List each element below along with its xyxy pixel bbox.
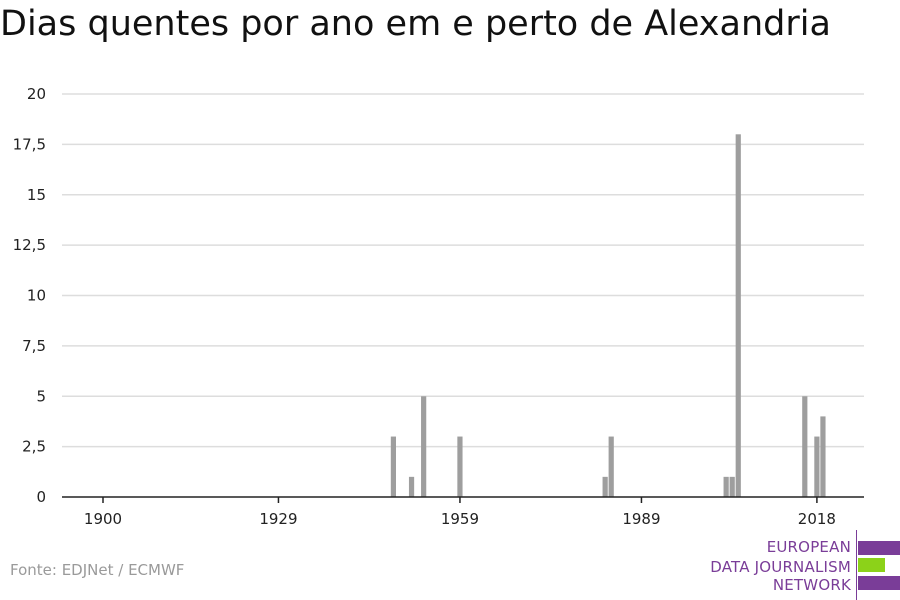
logo-line-1: EUROPEAN (766, 538, 851, 556)
chart-title: Dias quentes por ano em e perto de Alexa… (0, 4, 831, 44)
gridlines (62, 93, 864, 448)
logo-bar-middle (858, 558, 885, 572)
logo-divider (856, 530, 857, 600)
bar (457, 436, 463, 497)
y-axis-labels: 0 2,5 5 7,5 10 12,5 15 17,5 20 (13, 85, 46, 506)
x-axis-ticks: 1900 1929 1959 1989 2018 (84, 497, 836, 528)
source-note: Fonte: EDJNet / ECMWF (10, 561, 185, 579)
y-tick-label: 0 (36, 488, 46, 506)
x-tick-label: 1900 (84, 510, 122, 528)
edjnet-logo[interactable]: EUROPEAN DATA JOURNALISM NETWORK (700, 530, 900, 600)
bar (802, 396, 808, 497)
y-tick-label: 17,5 (13, 135, 46, 153)
bar (820, 416, 826, 497)
bar (735, 134, 741, 498)
bar (390, 436, 396, 497)
y-tick-label: 7,5 (22, 337, 46, 355)
bars (390, 134, 826, 498)
bar (814, 436, 820, 497)
y-tick-label: 15 (27, 186, 46, 204)
y-tick-label: 5 (36, 387, 46, 405)
logo-bar-top (858, 541, 900, 555)
x-tick-label: 2018 (798, 510, 836, 528)
bar (602, 476, 608, 497)
x-tick-label: 1989 (622, 510, 660, 528)
x-tick-label: 1959 (441, 510, 479, 528)
bar (421, 396, 427, 497)
logo-line-3: NETWORK (772, 576, 851, 594)
logo-bar-bottom (858, 576, 900, 590)
bar (729, 476, 735, 497)
y-tick-label: 12,5 (13, 236, 46, 254)
y-tick-label: 20 (27, 85, 46, 103)
logo-line-2: DATA JOURNALISM (710, 558, 851, 576)
x-tick-label: 1929 (259, 510, 297, 528)
y-tick-label: 2,5 (22, 438, 46, 456)
bar (408, 476, 415, 497)
bar (723, 476, 729, 497)
y-tick-label: 10 (27, 287, 46, 305)
bar (608, 436, 614, 497)
